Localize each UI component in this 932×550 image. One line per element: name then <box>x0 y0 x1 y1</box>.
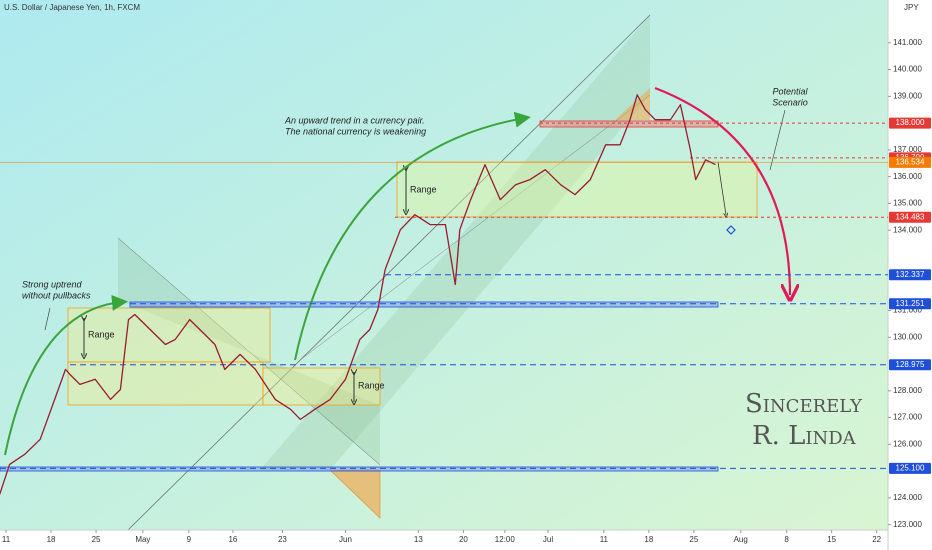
price-label: 128.975 <box>896 360 925 369</box>
y-tick-label: 140.000 <box>893 65 922 74</box>
x-tick-label: 9 <box>187 535 192 544</box>
plot-bg <box>0 0 888 530</box>
price-label: 131.251 <box>896 299 925 308</box>
y-tick-label: 136.000 <box>893 172 922 181</box>
y-tick-label: 131.000 <box>893 306 922 315</box>
price-label: 136.534 <box>896 157 925 166</box>
currency: JPY <box>904 3 919 12</box>
y-tick-label: 134.000 <box>893 225 922 234</box>
annotation: Potential <box>772 86 808 96</box>
annotation: Range <box>410 184 437 194</box>
price-label-bg <box>889 117 931 129</box>
x-tick-label: 11 <box>600 535 609 544</box>
price-line <box>0 94 716 495</box>
x-tick-label: 15 <box>827 535 836 544</box>
price-label-bg <box>889 359 931 371</box>
x-tick-label: 20 <box>459 535 468 544</box>
x-tick-label: 22 <box>872 535 881 544</box>
chart-title: U.S. Dollar / Japanese Yen, 1h, FXCM <box>4 3 140 12</box>
annotation: Scenario <box>772 97 808 107</box>
drawings <box>0 14 790 531</box>
price-label-bg <box>889 156 931 168</box>
annotation: An upward trend in a currency pair. <box>284 115 425 125</box>
signature: R. Linda <box>752 421 857 451</box>
price-label-bg <box>889 211 931 223</box>
x-tick-label: Jul <box>543 535 553 544</box>
x-tick-label: 25 <box>92 535 101 544</box>
annotation: Range <box>88 329 115 339</box>
signature: Sincerely <box>745 389 863 419</box>
annotation: without pullbacks <box>22 290 91 300</box>
y-tick-label: 130.000 <box>893 332 922 341</box>
price-label: 125.100 <box>896 464 925 473</box>
y-tick-label: 139.000 <box>893 91 922 100</box>
x-tick-label: 13 <box>414 535 423 544</box>
price-label-bg <box>889 298 931 310</box>
x-tick-label: 18 <box>47 535 56 544</box>
axis-bg <box>0 530 888 550</box>
x-tick-label: May <box>135 535 150 544</box>
x-tick-label: Aug <box>734 535 748 544</box>
x-tick-label: 23 <box>278 535 287 544</box>
y-tick-label: 123.000 <box>893 520 922 529</box>
y-tick-label: 127.000 <box>893 413 922 422</box>
y-tick-label: 141.000 <box>893 38 922 47</box>
price-label: 138.000 <box>896 118 925 127</box>
x-tick-label: 12:00 <box>495 535 516 544</box>
price-label-bg <box>889 269 931 281</box>
y-tick-label: 128.000 <box>893 386 922 395</box>
x-tick-label: 8 <box>784 535 789 544</box>
x-tick-label: 18 <box>644 535 653 544</box>
annotation: Range <box>358 380 385 390</box>
price-label: 132.337 <box>896 270 925 279</box>
y-tick-label: 135.000 <box>893 199 922 208</box>
y-tick-label: 137.000 <box>893 145 922 154</box>
y-tick-label: 126.000 <box>893 439 922 448</box>
x-tick-label: 11 <box>2 535 11 544</box>
price-label: 134.483 <box>896 212 925 221</box>
annotation: The national currency is weakening <box>285 126 426 136</box>
y-tick-label: 124.000 <box>893 493 922 502</box>
x-tick-label: Jun <box>339 535 352 544</box>
annotation: Strong uptrend <box>22 279 83 289</box>
price-label-bg <box>889 462 931 474</box>
x-tick-label: 25 <box>689 535 698 544</box>
x-tick-label: 16 <box>228 535 237 544</box>
